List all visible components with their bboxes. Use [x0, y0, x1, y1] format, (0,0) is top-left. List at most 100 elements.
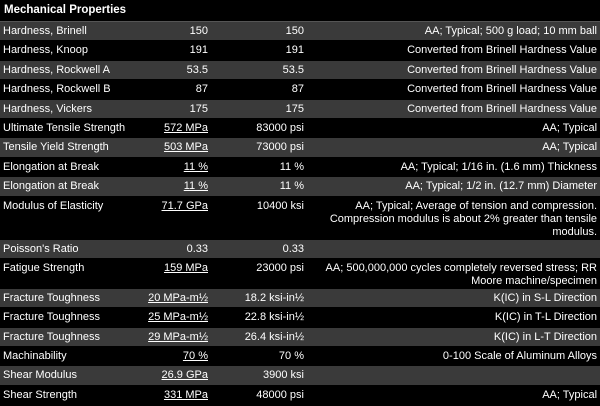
english-value: 191 — [212, 40, 308, 61]
metric-link[interactable]: 71.7 GPa — [161, 199, 208, 212]
comment: K(IC) in L-T Direction — [308, 327, 600, 348]
property-row: Shear Strength 331 MPa 48000 psi AA; Typica… — [0, 385, 600, 406]
comment: AA; Typical — [308, 385, 600, 406]
english-value: 11 % — [212, 176, 308, 197]
metric-link[interactable]: 331 MPa — [163, 388, 208, 401]
property-row: Hardness, Rockwell A 53.5 53.5 Converted fr… — [0, 60, 600, 81]
metric-value: 11 % — [140, 176, 212, 197]
metric-value: 26.9 GPa — [140, 365, 212, 386]
property-name: Elongation at Break — [0, 176, 140, 197]
metric-value: 572 MPa — [140, 118, 212, 139]
property-row: Ultimate Tensile Strength 572 MPa 83000 ps… — [0, 118, 600, 139]
metric-link[interactable]: 70 % — [182, 350, 208, 363]
property-row: Hardness, Vickers 175 175 Converted from Br… — [0, 99, 600, 119]
english-value: 48000 psi — [212, 385, 308, 406]
property-row: Hardness, Rockwell B 87 87 Converted from B… — [0, 79, 600, 100]
property-row: Elongation at Break 11 % 11 % AA; Typical; … — [0, 157, 600, 178]
property-row: Shear Modulus 26.9 GPa 3900 ksi — [0, 365, 600, 386]
property-name: Ultimate Tensile Strength — [0, 118, 140, 139]
english-value: 23000 psi — [212, 258, 308, 289]
property-name: Fracture Toughness — [0, 288, 140, 309]
comment: 0-100 Scale of Aluminum Alloys — [308, 346, 600, 367]
english-value: 175 — [212, 99, 308, 119]
metric-value: 503 MPa — [140, 137, 212, 158]
english-value: 11 % — [212, 157, 308, 178]
property-name: Fracture Toughness — [0, 327, 140, 348]
property-name: Modulus of Elasticity — [0, 196, 140, 240]
english-value: 53.5 — [212, 60, 308, 81]
english-value: 70 % — [212, 346, 308, 367]
metric-value: 25 MPa-m½ — [140, 307, 212, 328]
property-name: Hardness, Rockwell A — [0, 60, 140, 81]
property-name: Hardness, Knoop — [0, 40, 140, 61]
comment: Converted from Brinell Hardness Value — [308, 99, 600, 119]
comment: AA; Typical — [308, 118, 600, 139]
property-row: Fracture Toughness 29 MPa-m½ 26.4 ksi-in½ K… — [0, 327, 600, 348]
metric-link[interactable]: 572 MPa — [163, 121, 208, 134]
property-name: Fatigue Strength — [0, 258, 140, 289]
metric-value: 87 — [140, 79, 212, 100]
metric-value: 70 % — [140, 346, 212, 367]
header-title: Mechanical Properties — [0, 0, 600, 22]
comment: Converted from Brinell Hardness Value — [308, 40, 600, 61]
property-name: Hardness, Vickers — [0, 99, 140, 119]
property-name: Tensile Yield Strength — [0, 137, 140, 158]
property-row: Fatigue Strength 159 MPa 23000 psi AA; 500,… — [0, 258, 600, 289]
comment: Converted from Brinell Hardness Value — [308, 60, 600, 81]
metric-link[interactable]: 503 MPa — [163, 141, 208, 154]
english-value: 10400 ksi — [212, 196, 308, 240]
property-name: Hardness, Brinell — [0, 21, 140, 42]
metric-link[interactable]: 159 MPa — [163, 261, 208, 274]
metric-value: 191 — [140, 40, 212, 61]
comment: AA; Typical; 1/2 in. (12.7 mm) Diameter — [308, 176, 600, 197]
property-name: Poisson's Ratio — [0, 239, 140, 259]
metric-value: 71.7 GPa — [140, 196, 212, 240]
comment — [308, 239, 600, 259]
property-row: Poisson's Ratio 0.33 0.33 — [0, 239, 600, 259]
property-row: Fracture Toughness 20 MPa-m½ 18.2 ksi-in½ K… — [0, 288, 600, 309]
metric-link[interactable]: 11 % — [183, 160, 208, 173]
property-name: Shear Strength — [0, 385, 140, 406]
metric-link[interactable]: 25 MPa-m½ — [148, 311, 208, 324]
english-value: 0.33 — [212, 239, 308, 259]
english-value: 3900 ksi — [212, 365, 308, 386]
header-row: Mechanical Properties — [0, 0, 600, 22]
comment: K(IC) in S-L Direction — [308, 288, 600, 309]
english-value: 83000 psi — [212, 118, 308, 139]
english-value: 150 — [212, 21, 308, 42]
metric-value: 150 — [140, 21, 212, 42]
metric-link[interactable]: 20 MPa-m½ — [148, 291, 208, 304]
property-name: Shear Modulus — [0, 365, 140, 386]
metric-value: 20 MPa-m½ — [140, 288, 212, 309]
property-row: Machinability 70 % 70 % 0-100 Scale of Alum… — [0, 346, 600, 367]
comment: Converted from Brinell Hardness Value — [308, 79, 600, 100]
property-name: Hardness, Rockwell B — [0, 79, 140, 100]
metric-link[interactable]: 29 MPa-m½ — [148, 330, 208, 343]
metric-value: 53.5 — [140, 60, 212, 81]
english-value: 22.8 ksi-in½ — [212, 307, 308, 328]
comment: AA; Typical; Average of tension and comp… — [308, 196, 600, 240]
metric-link[interactable]: 11 % — [183, 180, 208, 193]
metric-value: 159 MPa — [140, 258, 212, 289]
property-row: Tensile Yield Strength 503 MPa 73000 psi AA… — [0, 137, 600, 158]
property-row: Hardness, Knoop 191 191 Converted from Brin… — [0, 40, 600, 61]
property-name: Machinability — [0, 346, 140, 367]
comment — [308, 365, 600, 386]
metric-value: 11 % — [140, 157, 212, 178]
english-value: 87 — [212, 79, 308, 100]
property-row: Modulus of Elasticity 71.7 GPa 10400 ksi AA… — [0, 196, 600, 240]
property-row: Hardness, Brinell 150 150 AA; Typical; 500 … — [0, 21, 600, 42]
property-row: Elongation at Break 11 % 11 % AA; Typical; … — [0, 176, 600, 197]
metric-value: 29 MPa-m½ — [140, 327, 212, 348]
metric-value: 331 MPa — [140, 385, 212, 406]
comment: AA; Typical; 1/16 in. (1.6 mm) Thickness — [308, 157, 600, 178]
comment: AA; 500,000,000 cycles completely revers… — [308, 258, 600, 289]
property-name: Elongation at Break — [0, 157, 140, 178]
comment: AA; Typical — [308, 137, 600, 158]
metric-link[interactable]: 26.9 GPa — [161, 369, 208, 382]
property-row: Fracture Toughness 25 MPa-m½ 22.8 ksi-in½ K… — [0, 307, 600, 328]
comment: AA; Typical; 500 g load; 10 mm ball — [308, 21, 600, 42]
english-value: 73000 psi — [212, 137, 308, 158]
